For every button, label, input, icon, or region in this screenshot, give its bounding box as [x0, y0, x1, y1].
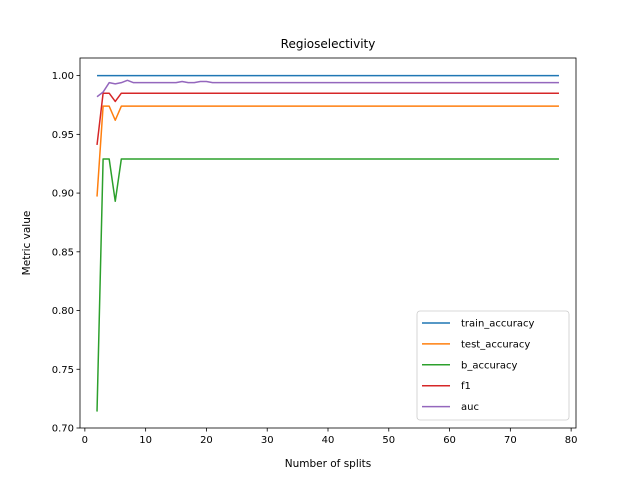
y-tick-label: 0.95	[52, 130, 74, 141]
y-tick-label: 0.80	[52, 306, 74, 317]
legend-label-train_accuracy: train_accuracy	[461, 319, 534, 330]
plot-lines	[96, 74, 559, 412]
x-tick-label: 30	[261, 435, 274, 446]
legend-label-f1: f1	[461, 381, 471, 392]
series-line-auc	[96, 79, 559, 98]
chart-title: Regioselectivity	[281, 37, 376, 51]
legend-label-auc: auc	[461, 402, 479, 413]
x-axis: 0 10 20 30 40 50 60 70 80	[82, 428, 578, 446]
y-tick-label: 0.75	[52, 365, 74, 376]
series-line-test_accuracy	[96, 105, 559, 197]
y-tick-label: 0.70	[52, 424, 74, 435]
y-axis-label: Metric value	[21, 211, 33, 276]
y-axis: 0.70 0.75 0.80 0.85 0.90 0.95 1.00	[52, 71, 80, 435]
x-tick-label: 20	[200, 435, 213, 446]
y-tick-label: 0.90	[52, 189, 74, 200]
x-tick-label: 10	[139, 435, 152, 446]
legend-label-test_accuracy: test_accuracy	[461, 339, 530, 350]
legend-box	[416, 310, 570, 421]
x-tick-label: 70	[504, 435, 517, 446]
y-tick-label: 0.85	[52, 247, 74, 258]
series-line-b_accuracy	[96, 158, 559, 412]
x-axis-label: Number of splits	[285, 458, 372, 470]
x-tick-label: 40	[322, 435, 335, 446]
x-tick-label: 80	[565, 435, 578, 446]
x-tick-label: 0	[82, 435, 88, 446]
x-tick-label: 60	[443, 435, 456, 446]
x-tick-label: 50	[382, 435, 395, 446]
y-tick-label: 1.00	[52, 71, 74, 82]
series-line-f1	[96, 92, 559, 146]
legend: train_accuracy test_accuracy b_accuracy f1 a…	[416, 310, 570, 421]
legend-label-b_accuracy: b_accuracy	[461, 360, 518, 371]
